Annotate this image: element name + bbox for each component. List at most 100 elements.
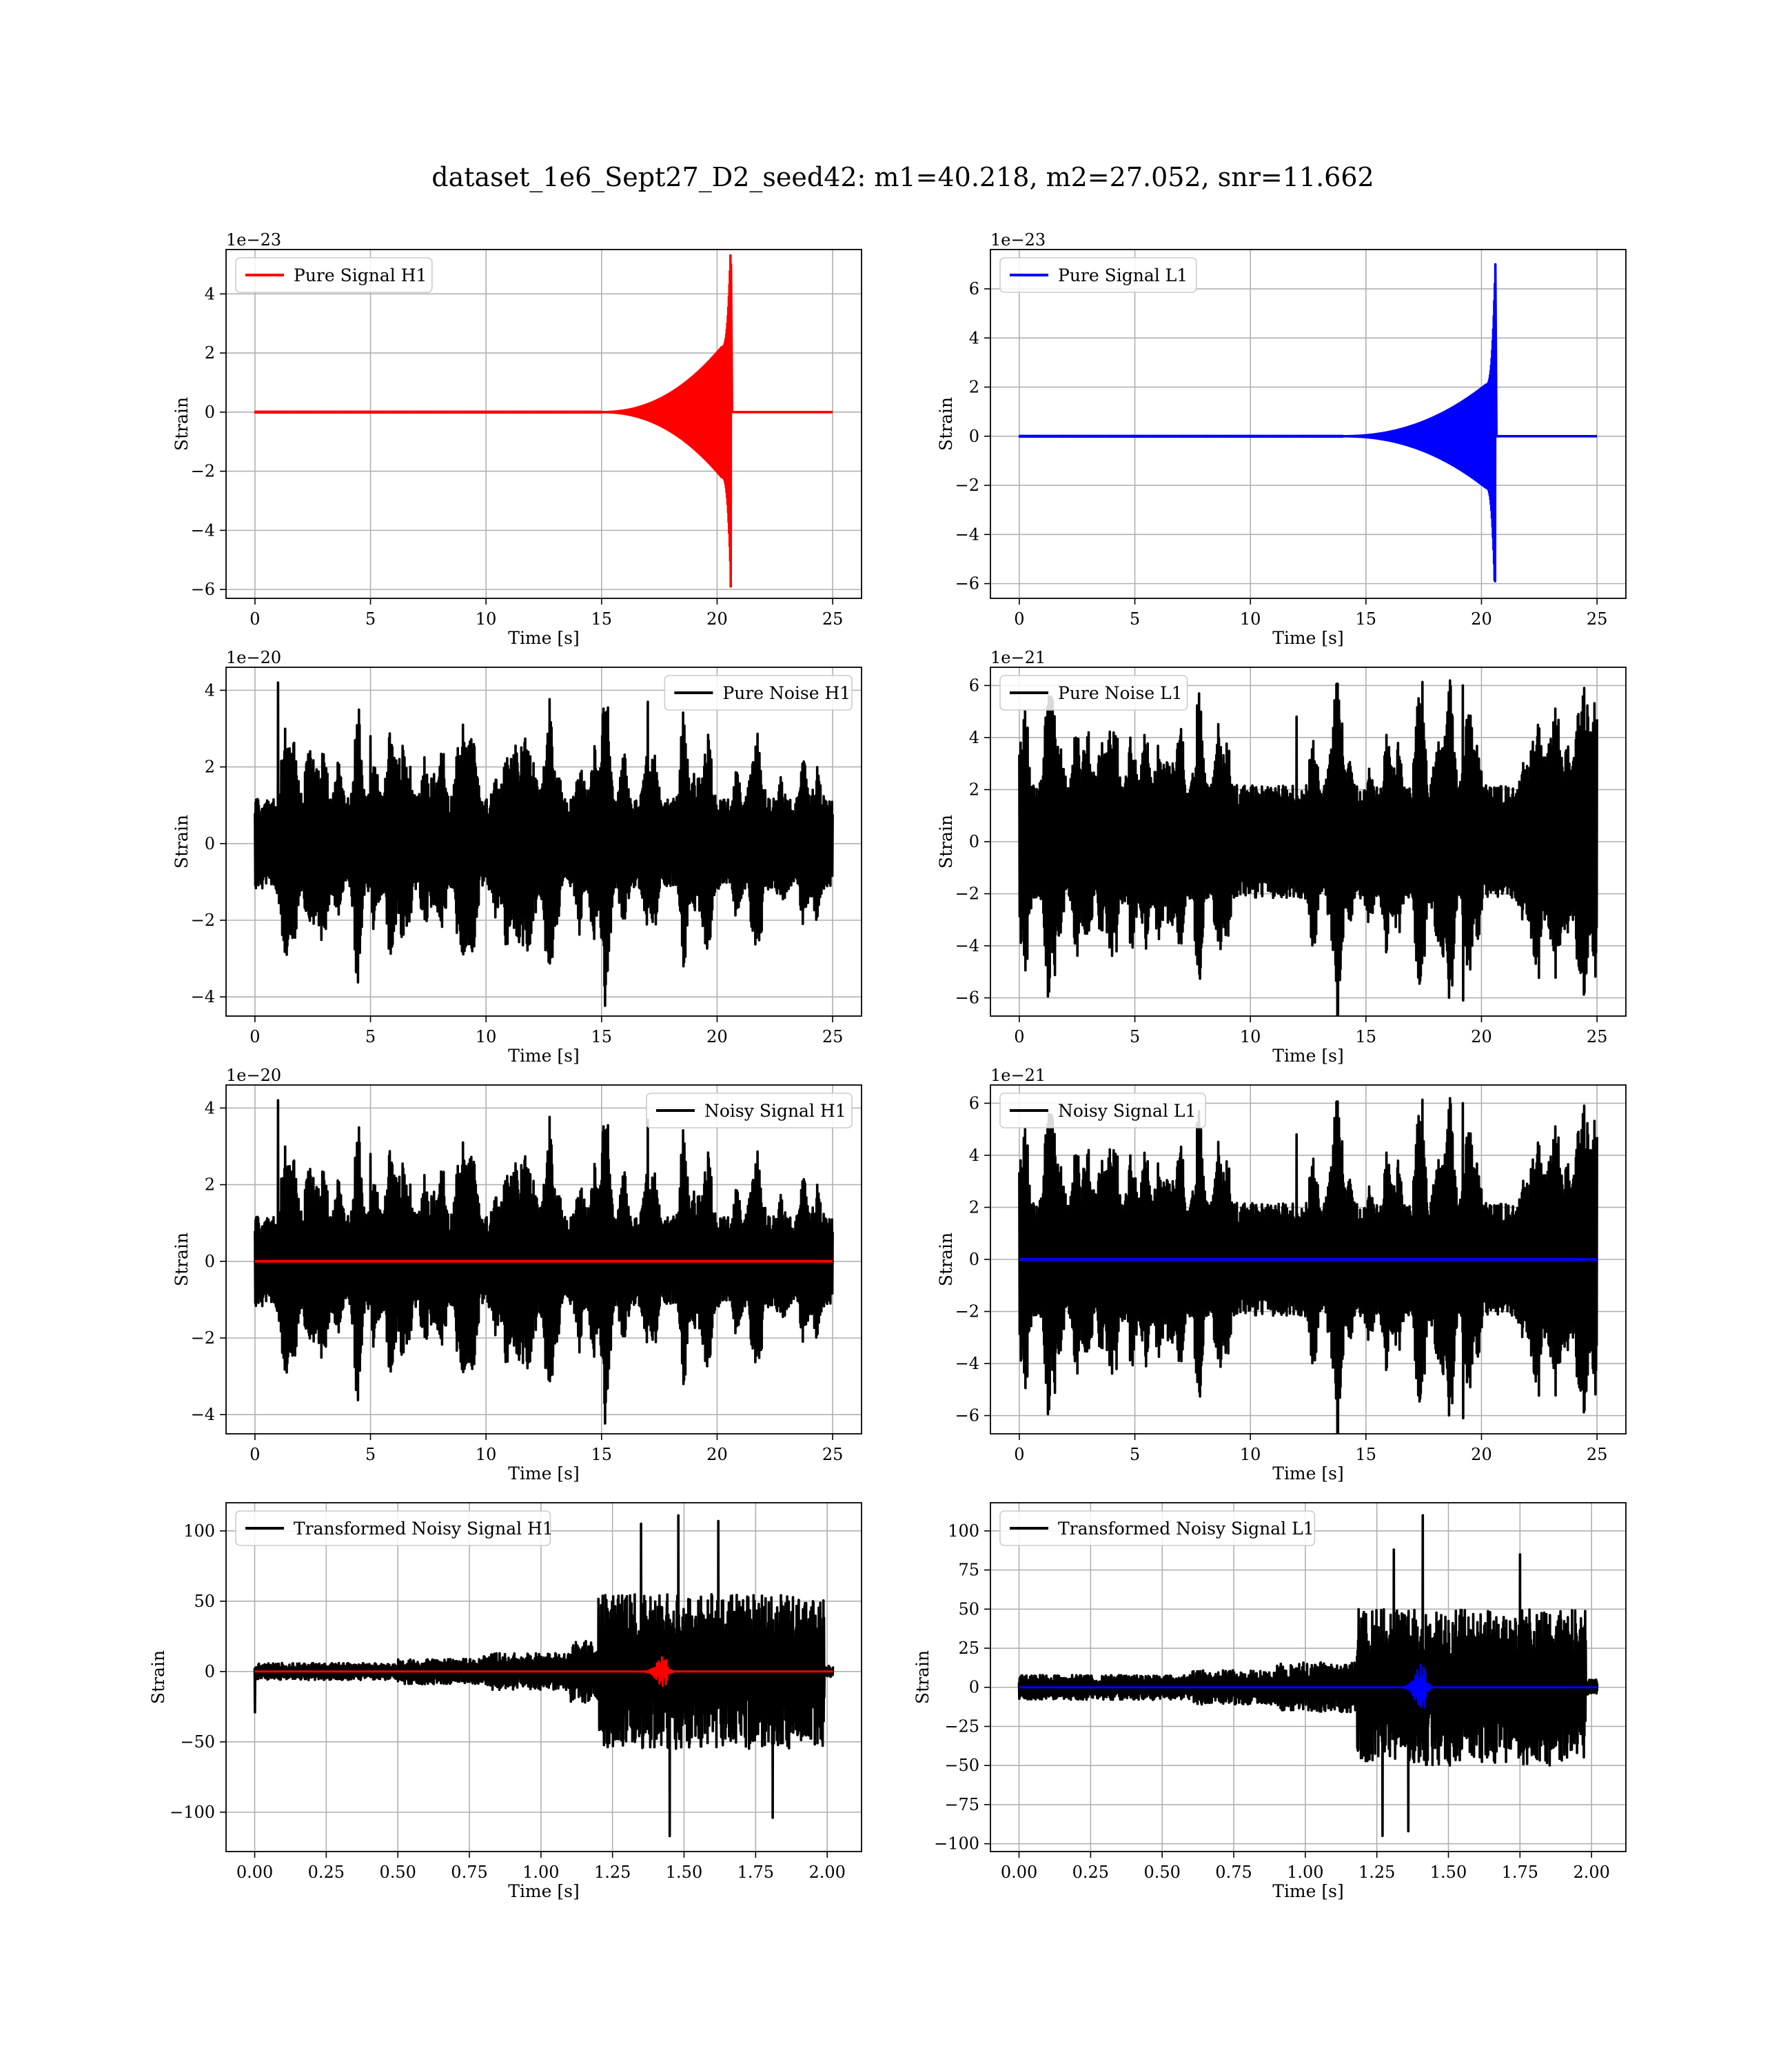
x-tick-label: 0.00 xyxy=(236,1863,273,1882)
series-line-transformed-noisy-h1-0 xyxy=(253,1514,835,1838)
legend: Pure Noise L1 xyxy=(999,675,1188,711)
x-tick-label: 20 xyxy=(706,1445,728,1464)
y-tick-label: −2 xyxy=(191,462,215,481)
x-tick-label: 1.25 xyxy=(1358,1863,1395,1882)
x-axis-label: Time [s] xyxy=(508,628,579,648)
x-tick-label: 25 xyxy=(1587,1027,1608,1046)
y-tick-label: −25 xyxy=(944,1716,979,1736)
subplot-noisy-signal-h1: 0 5 10 15 20 25 −4 −2 0 2 4 Time [s] Strain 1e−20 Nois… xyxy=(172,1066,862,1483)
legend: Pure Signal L1 xyxy=(999,257,1197,293)
y-tick-label: 25 xyxy=(958,1639,979,1658)
y-tick-label: 75 xyxy=(958,1561,979,1580)
legend: Noisy Signal L1 xyxy=(999,1093,1206,1128)
y-axis-label: Strain xyxy=(936,1233,956,1286)
y-tick-label: −100 xyxy=(170,1803,215,1822)
legend: Transformed Noisy Signal L1 xyxy=(999,1510,1316,1546)
y-offset-label: 1e−20 xyxy=(226,648,281,667)
y-tick-label: −100 xyxy=(934,1834,979,1854)
x-axis-label: Time [s] xyxy=(1272,628,1343,648)
axes-frame xyxy=(225,667,862,1017)
series-line-noisy-signal-h1-0 xyxy=(254,1099,834,1425)
y-tick-label: 0 xyxy=(969,427,979,446)
x-tick-label: 15 xyxy=(591,1445,613,1464)
series-line-pure-noise-l1-0 xyxy=(1018,679,1598,1016)
y-tick-label: 4 xyxy=(205,1098,215,1117)
subplot-noisy-signal-l1: 0 5 10 15 20 25 −6 −4 −2 0 2 4 6 Time [s] Strain 1e−21 N… xyxy=(936,1066,1627,1483)
y-axis-label: Strain xyxy=(936,815,956,869)
x-tick-label: 0 xyxy=(250,1445,260,1464)
x-tick-label: 5 xyxy=(365,609,376,629)
y-tick-label: 4 xyxy=(205,680,215,700)
y-tick-label: −6 xyxy=(955,574,979,594)
y-tick-label: 6 xyxy=(969,1093,979,1113)
x-axis-label: Time [s] xyxy=(508,1463,579,1483)
y-tick-label: −4 xyxy=(191,987,215,1006)
x-tick-label: 25 xyxy=(822,1027,844,1046)
y-tick-label: 2 xyxy=(205,343,215,363)
series-line-transformed-noisy-l1-0 xyxy=(1017,1514,1599,1838)
series-line-pure-signal-l1-0 xyxy=(1018,263,1598,582)
legend: Transformed Noisy Signal H1 xyxy=(235,1510,553,1546)
y-tick-label: −4 xyxy=(955,936,979,955)
legend-label: Pure Noise H1 xyxy=(722,683,851,703)
x-tick-label: 0 xyxy=(250,609,260,629)
y-tick-label: 0 xyxy=(969,1678,979,1697)
legend-box xyxy=(235,257,433,293)
y-tick-label: 4 xyxy=(969,1146,979,1165)
y-offset-label: 1e−21 xyxy=(990,1066,1046,1085)
y-tick-label: 0 xyxy=(969,832,979,851)
y-tick-label: 4 xyxy=(205,284,215,303)
x-tick-label: 1.00 xyxy=(1287,1863,1323,1882)
subplot-pure-noise-h1: 0 5 10 15 20 25 −4 −2 0 2 4 Time [s] Strain 1e−20 Pure… xyxy=(172,648,862,1066)
y-tick-label: 2 xyxy=(205,1175,215,1195)
series-line-transformed-noisy-l1-1 xyxy=(1019,1663,1598,1709)
x-tick-label: 10 xyxy=(476,609,497,629)
x-tick-label: 5 xyxy=(1130,1445,1140,1464)
y-tick-label: −4 xyxy=(191,1405,215,1424)
x-tick-label: 0 xyxy=(1014,1027,1024,1046)
x-tick-label: 5 xyxy=(365,1445,376,1464)
axes-frame xyxy=(990,249,1627,599)
legend-box xyxy=(999,675,1188,711)
series-line-transformed-noisy-h1-1 xyxy=(254,1656,833,1687)
x-tick-label: 5 xyxy=(1130,1027,1140,1046)
y-tick-label: 0 xyxy=(205,1252,215,1271)
x-tick-label: 5 xyxy=(365,1027,376,1046)
legend-label: Transformed Noisy Signal H1 xyxy=(294,1519,553,1539)
legend-label: Noisy Signal H1 xyxy=(704,1101,846,1121)
x-tick-label: 0.00 xyxy=(1001,1863,1037,1882)
x-tick-label: 10 xyxy=(1240,1027,1261,1046)
x-tick-label: 25 xyxy=(1587,1445,1608,1464)
legend-box xyxy=(664,675,853,711)
subplot-transformed-noisy-l1: 0.00 0.25 0.50 0.75 1.00 1.25 1.50 1.75 2.00 −100… xyxy=(913,1502,1627,1901)
axes-frame xyxy=(225,249,862,599)
y-tick-label: 50 xyxy=(958,1599,979,1619)
x-tick-label: 1.75 xyxy=(737,1863,774,1882)
x-tick-label: 0.50 xyxy=(379,1863,416,1882)
x-tick-label: 0.50 xyxy=(1143,1863,1180,1882)
y-tick-label: 4 xyxy=(969,328,979,347)
legend-label: Noisy Signal L1 xyxy=(1058,1101,1196,1121)
x-axis-label: Time [s] xyxy=(1272,1046,1343,1066)
x-tick-label: 25 xyxy=(822,609,844,629)
y-offset-label: 1e−20 xyxy=(226,1066,281,1085)
y-tick-label: 100 xyxy=(183,1521,215,1541)
y-tick-label: 4 xyxy=(969,728,979,747)
y-tick-label: −6 xyxy=(955,989,979,1008)
legend: Pure Signal H1 xyxy=(235,257,433,293)
y-tick-label: 0 xyxy=(205,1662,215,1681)
y-tick-label: 0 xyxy=(205,834,215,853)
x-tick-label: 15 xyxy=(1356,609,1377,629)
x-tick-label: 0.25 xyxy=(1072,1863,1109,1882)
x-tick-label: 25 xyxy=(1587,609,1608,629)
y-tick-label: −50 xyxy=(180,1732,215,1752)
y-axis-label: Strain xyxy=(936,397,956,451)
y-axis-label: Strain xyxy=(172,1233,192,1286)
x-axis-label: Time [s] xyxy=(508,1881,579,1901)
y-tick-label: 2 xyxy=(969,1197,979,1217)
y-axis-label: Strain xyxy=(172,397,192,451)
x-tick-label: 1.50 xyxy=(666,1863,702,1882)
legend-box xyxy=(999,257,1197,293)
y-tick-label: −6 xyxy=(955,1406,979,1426)
x-tick-label: 10 xyxy=(1240,609,1261,629)
